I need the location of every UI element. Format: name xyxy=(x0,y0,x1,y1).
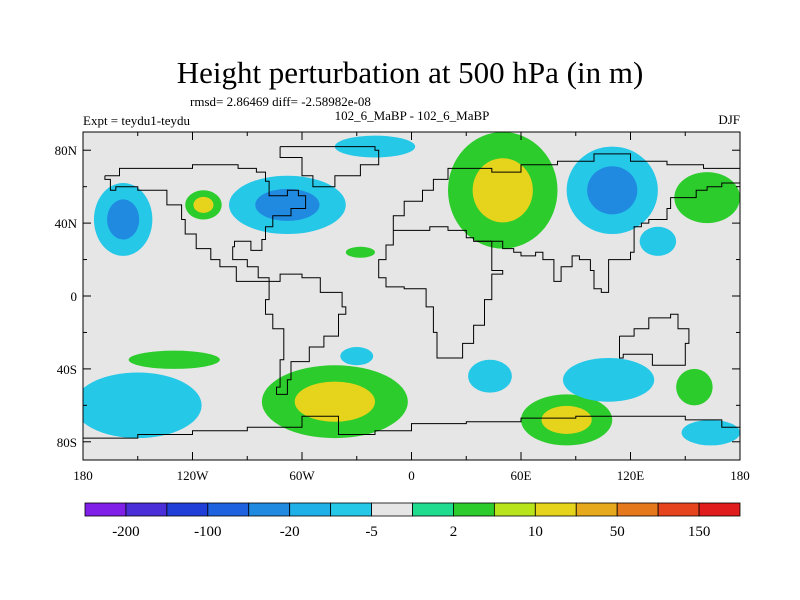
anomaly-core-sh-atlantic-high xyxy=(294,381,375,422)
coastline-7 xyxy=(83,415,740,439)
coastline-0 xyxy=(104,164,307,282)
y-tick-label: 80S xyxy=(57,435,77,450)
coastline-1 xyxy=(265,273,347,395)
colorbar-label: -5 xyxy=(365,524,378,540)
colorbar-swatch xyxy=(575,502,618,517)
x-tick-label: 120W xyxy=(177,468,210,483)
colorbar-swatch xyxy=(207,502,250,517)
left-subtitle: Expt = teydu1-teydu xyxy=(83,113,190,128)
colorbar-swatch xyxy=(330,502,372,517)
x-tick-label: 60E xyxy=(511,468,532,483)
anomaly-core-na-low xyxy=(255,188,320,221)
coastline-6 xyxy=(619,313,690,366)
y-tick-label: 0 xyxy=(71,289,78,304)
x-tick-label: 0 xyxy=(408,468,415,483)
anomaly-sh-nz-low xyxy=(681,419,740,446)
colorbar-label: 2 xyxy=(450,524,458,540)
anomaly-core-siberian-low xyxy=(587,166,638,215)
colorbar-swatch xyxy=(453,502,495,517)
x-tick-label: 60W xyxy=(289,468,315,483)
coastline-3 xyxy=(392,153,740,231)
colorbar-swatch xyxy=(289,502,332,517)
colorbar-label: 50 xyxy=(610,524,625,540)
anomaly-nw-pacific-low xyxy=(639,226,677,256)
anomaly-sh-pacific-low xyxy=(83,372,202,439)
colorbar-swatch xyxy=(534,502,577,517)
colorbar-swatch xyxy=(84,502,127,517)
colorbar-label: -200 xyxy=(112,524,140,540)
colorbar-label: 150 xyxy=(688,524,711,540)
anomaly-sh-indian-low xyxy=(562,357,655,402)
colorbar-label: -100 xyxy=(194,524,222,540)
colorbar-swatch xyxy=(248,502,291,517)
colorbar-label: 10 xyxy=(528,524,543,540)
stats-line: rmsd= 2.86469 diff= -2.58982e-08 xyxy=(190,94,371,109)
x-tick-label: 120E xyxy=(617,468,645,483)
anomaly-core-eurasian-high xyxy=(472,158,533,223)
right-subtitle: DJF xyxy=(718,112,740,127)
colorbar-swatch xyxy=(493,502,536,517)
anomaly-nw-pacific-high xyxy=(674,172,740,224)
anomaly-core-sh-indian-high xyxy=(541,405,592,434)
anomaly-sh-pacific-high xyxy=(128,350,220,369)
coastline-4 xyxy=(378,226,504,359)
anomaly-sh-atlantic-small-low xyxy=(340,347,374,366)
anomaly-core-pacific-low-nh xyxy=(107,199,140,240)
x-tick-label: 180 xyxy=(73,468,93,483)
anomaly-sh-africa-low xyxy=(468,359,512,393)
colorbar-swatch xyxy=(371,502,413,517)
colorbar-label: -20 xyxy=(280,524,300,540)
coastline-2 xyxy=(279,146,380,188)
colorbar-swatch xyxy=(657,502,700,517)
y-tick-label: 40S xyxy=(57,362,77,377)
colorbar-swatch xyxy=(412,502,454,517)
anomaly-field xyxy=(83,132,740,446)
axes: 180 120W 60W 0 60E 120E 180 80N 40N 0 40S 80S xyxy=(55,132,750,483)
y-tick-label: 40N xyxy=(55,216,78,231)
colorbar-swatch xyxy=(166,502,209,517)
y-tick-label: 80N xyxy=(55,143,78,158)
colorbar: -200 -100 -20 -5 2 10 50 150 xyxy=(84,502,741,540)
anomaly-core-pacific-high-nh xyxy=(193,196,214,213)
center-subtitle: 102_6_MaBP - 102_6_MaBP xyxy=(335,108,490,123)
anomaly-sh-nz-high xyxy=(676,368,713,406)
coastlines xyxy=(83,146,740,439)
colorbar-swatch xyxy=(698,502,741,517)
colorbar-swatch xyxy=(616,502,659,517)
coastline-5 xyxy=(473,175,740,293)
anomaly-atlantic-small-high xyxy=(345,246,375,258)
colorbar-swatch xyxy=(125,502,168,517)
chart-title: Height perturbation at 500 hPa (in m) xyxy=(177,55,644,90)
x-tick-label: 180 xyxy=(730,468,750,483)
